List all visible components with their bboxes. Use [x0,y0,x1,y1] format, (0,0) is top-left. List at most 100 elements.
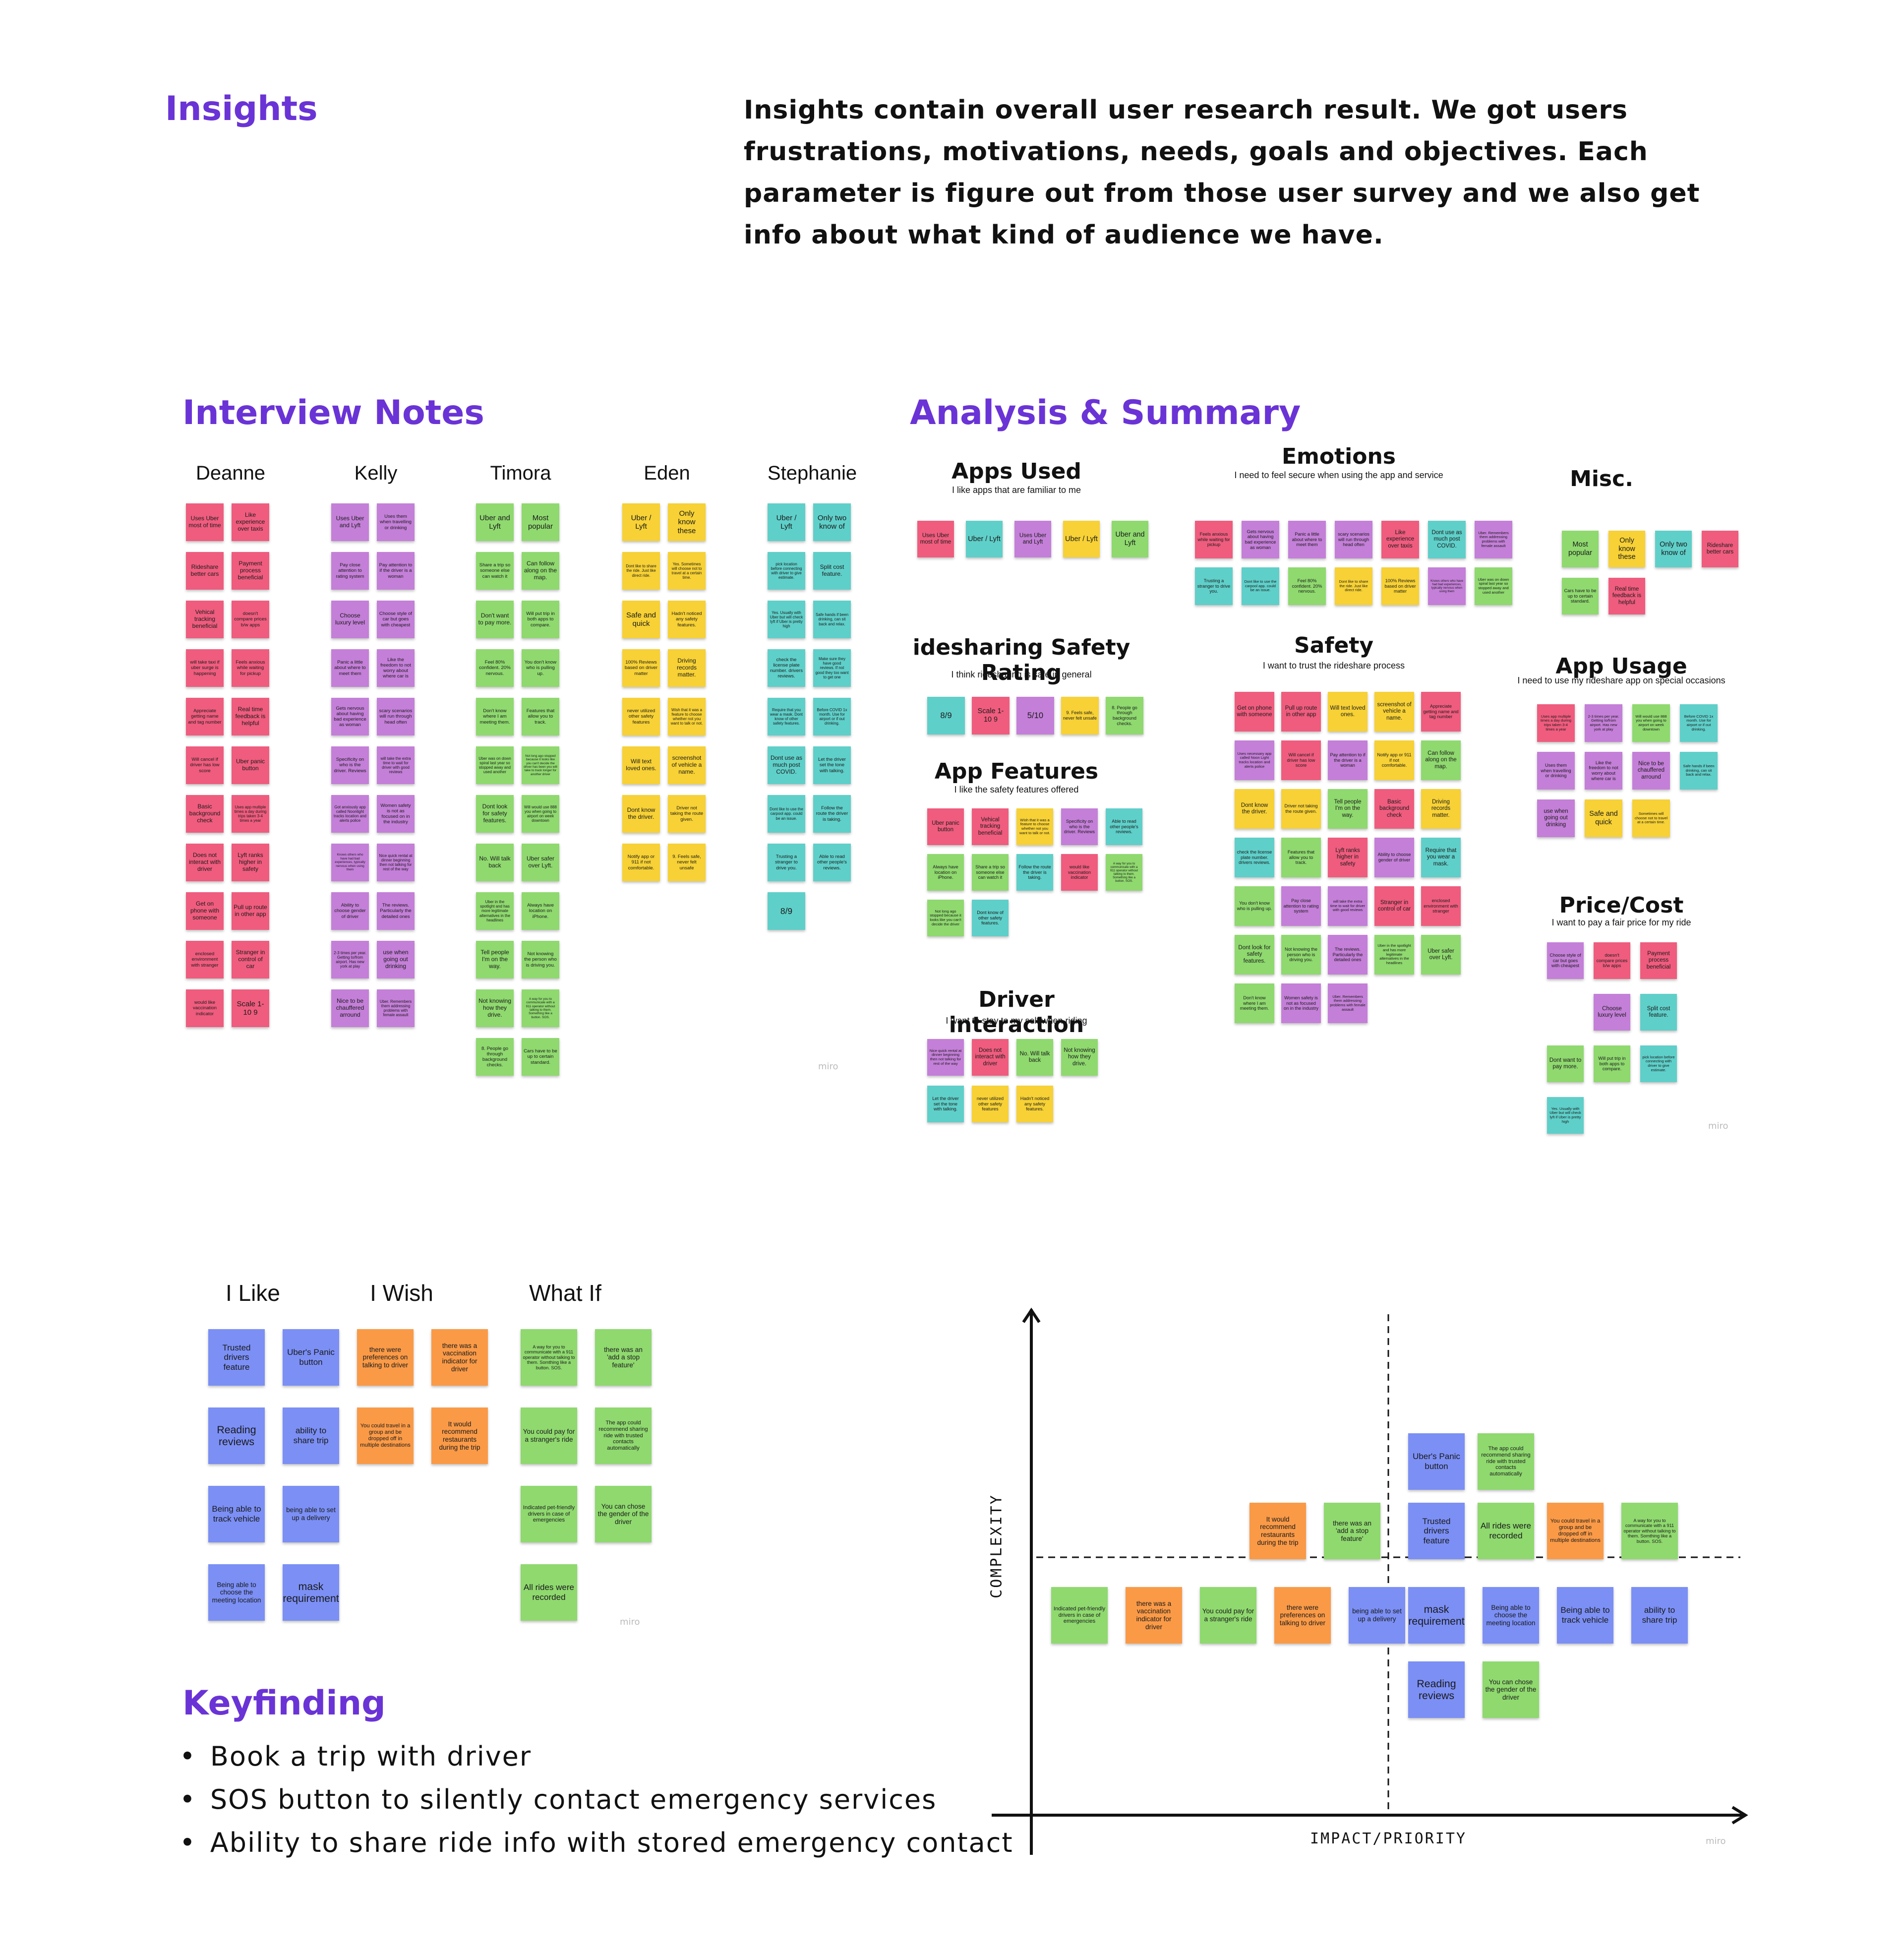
sticky-note[interactable]: scary scenarios will run through head of… [377,698,415,735]
sticky-note[interactable]: Pay close attention to rating system [1281,886,1321,926]
sticky-note[interactable]: Not knowing how they drive. [476,989,514,1027]
sticky-note[interactable]: Dont like to use the carpool app. could … [768,795,805,833]
matrix-sticky-note[interactable]: Indicated pet-friendly drivers in case o… [1051,1587,1108,1644]
sticky-note[interactable]: All rides were recorded [521,1564,577,1621]
sticky-note[interactable]: The app could recommend sharing ride wit… [595,1407,652,1464]
sticky-note[interactable]: Not long ago stopped because it looks li… [927,900,964,936]
sticky-note[interactable]: Pay attention to if the driver is a woma… [1328,740,1368,780]
sticky-note[interactable]: Got anxiously app called Noonlight track… [331,795,369,833]
matrix-sticky-note[interactable]: Trusted drivers feature [1408,1503,1465,1559]
sticky-note[interactable]: Stranger in control of car [232,941,269,978]
sticky-note[interactable]: Feels anxious while waiting for pickup [232,649,269,687]
sticky-note[interactable]: Share a trip so someone else can watch i… [972,854,1009,891]
sticky-note[interactable]: Dont want to pay more. [1547,1045,1584,1082]
sticky-note[interactable]: Dont know of other safety features. [972,900,1009,936]
sticky-note[interactable]: Appreciate getting name and tag number [186,698,224,735]
sticky-note[interactable]: Able to read other people's reviews. [1106,808,1142,845]
sticky-note[interactable]: Wish that it was a feature to choose whe… [668,698,706,735]
sticky-note[interactable]: Not long ago stopped because it looks li… [522,746,559,784]
matrix-sticky-note[interactable]: You could pay for a stranger's ride [1200,1587,1256,1644]
sticky-note[interactable]: Hadn't noticed any safety features. [668,601,706,638]
sticky-note[interactable]: Always have location on iPhone. [522,892,559,930]
sticky-note[interactable]: Payment process beneficial [232,552,269,590]
sticky-note[interactable]: Gets nervous about having bad experience… [1242,521,1279,558]
sticky-note[interactable]: Features that allow you to track. [522,698,559,735]
sticky-note[interactable]: 8. People go through background checks. [1106,697,1143,734]
matrix-sticky-note[interactable]: being able to set up a delivery [1349,1587,1405,1644]
sticky-note[interactable]: Safe and quick [1585,799,1622,837]
sticky-note[interactable]: Scale 1-10 9 [232,989,269,1027]
sticky-note[interactable]: ability to share trip [283,1407,339,1464]
sticky-note[interactable]: 9. Feels safe, never felt unsafe [1061,697,1099,734]
sticky-note[interactable]: mask requirement [283,1564,339,1621]
sticky-note[interactable]: Does not interact with driver [186,844,224,881]
sticky-note[interactable]: there was an 'add a stop feature' [595,1329,652,1386]
sticky-note[interactable]: Uber panic button [232,746,269,784]
sticky-note[interactable]: Will cancel if driver has low score [1281,740,1321,780]
sticky-note[interactable]: Uber in the spotlight and has more legit… [476,892,514,930]
sticky-note[interactable]: never utilized other safety features [972,1086,1009,1122]
sticky-note[interactable]: Nice to be chauffered arround [331,989,369,1027]
sticky-note[interactable]: You could travel in a group and be dropp… [357,1407,414,1464]
sticky-note[interactable]: will take the extra time to wait for dri… [1328,886,1368,926]
sticky-note[interactable]: Get on phone with someone [1235,692,1274,732]
sticky-note[interactable]: Pay close attention to rating system [331,552,369,590]
sticky-note[interactable]: doesn't compare prices b/w apps [232,601,269,638]
sticky-note[interactable]: Uses them when travelling or drinking [1537,752,1575,790]
sticky-note[interactable]: Real time feedback is helpful [1608,578,1645,614]
sticky-note[interactable]: Will cancel if driver has low score [186,746,224,784]
sticky-note[interactable]: Uses app multiple times a day during tri… [1537,704,1575,742]
sticky-note[interactable]: Like experience over taxis [232,503,269,541]
sticky-note[interactable]: Women safety is not as focused on in the… [1281,983,1321,1023]
sticky-note[interactable]: Safe hands if been drinking, can sit bac… [1680,752,1718,790]
matrix-sticky-note[interactable]: there was a vaccination indicator for dr… [1126,1587,1182,1644]
sticky-note[interactable]: pick location before connecting with dri… [768,552,805,590]
sticky-note[interactable]: Cars have to be up to certain standard. [1562,578,1599,614]
sticky-note[interactable]: Real time feedback is helpful [232,698,269,735]
sticky-note[interactable]: Notify app or 911 if not comfortable. [622,844,660,881]
matrix-sticky-note[interactable]: Uber's Panic button [1408,1433,1465,1490]
sticky-note[interactable]: Ability to choose gender of driver [331,892,369,930]
sticky-note[interactable]: Does not interact with driver [972,1039,1009,1076]
sticky-note[interactable]: Yes. Usually with Uber but will check ly… [1547,1097,1584,1134]
sticky-note[interactable]: Make sure they have good reviews. If not… [813,649,851,687]
sticky-note[interactable]: Rideshare better cars [1702,531,1738,567]
sticky-note[interactable]: Ability to choose gender of driver [1374,838,1414,877]
sticky-note[interactable]: Will put trip in both apps to compare. [1594,1045,1630,1082]
sticky-note[interactable]: Uses Uber and Lyft [1014,521,1051,557]
matrix-sticky-note[interactable]: ability to share trip [1631,1587,1688,1644]
sticky-note[interactable]: You don't know who is pulling up. [522,649,559,687]
matrix-sticky-note[interactable]: You could travel in a group and be dropp… [1547,1503,1604,1559]
sticky-note[interactable]: Hadn't noticed any safety features. [1016,1086,1053,1122]
sticky-note[interactable]: Only two know of [813,503,851,541]
sticky-note[interactable]: would like vaccination indicator [1061,854,1098,891]
sticky-note[interactable]: It would recommend restaurants during th… [431,1407,488,1464]
sticky-note[interactable]: Like the freedom to not worry about wher… [377,649,415,687]
sticky-note[interactable]: scary scenarios will run through head of… [1335,521,1372,558]
sticky-note[interactable]: Share a trip so someone else can watch i… [476,552,514,590]
sticky-note[interactable]: The reviews. Particularly the detailed o… [377,892,415,930]
sticky-note[interactable]: doesn't compare prices b/w apps [1594,942,1630,979]
sticky-note[interactable]: Feel 80% confident. 20% nervous. [1288,567,1326,605]
sticky-note[interactable]: A way for you to communicate with a 911 … [521,1329,577,1386]
sticky-note[interactable]: check the license plate number. drivers … [768,649,805,687]
sticky-note[interactable]: Uses app multiple times a day during tri… [232,795,269,833]
sticky-note[interactable]: Will text loved ones. [1328,692,1368,732]
sticky-note[interactable]: Split cost feature. [813,552,851,590]
sticky-note[interactable]: Cars have to be up to certain standard. [522,1038,559,1076]
sticky-note[interactable]: there was a vaccination indicator for dr… [431,1329,488,1386]
sticky-note[interactable]: Pull up route in other app [1281,692,1321,732]
sticky-note[interactable]: 2-3 times per year. Getting to/from airp… [331,941,369,978]
sticky-note[interactable]: never utilized other safety features [622,698,660,735]
sticky-note[interactable]: Don't want to pay more. [476,601,514,638]
sticky-note[interactable]: Pay attention to if the driver is a woma… [377,552,415,590]
sticky-note[interactable]: Safe and quick [622,601,660,638]
sticky-note[interactable]: Dont like to share the ride. Just like d… [1335,567,1372,605]
sticky-note[interactable]: Will put trip in both apps to compare. [522,601,559,638]
sticky-note[interactable]: Nice to be chauffered arround [1632,752,1670,790]
sticky-note[interactable]: Lyft ranks higher in safety [1328,838,1368,877]
matrix-sticky-note[interactable]: Being able to choose the meeting locatio… [1483,1587,1539,1644]
sticky-note[interactable]: Let the driver set the tone with talking… [813,746,851,784]
sticky-note[interactable]: use when going out drinking [1537,799,1575,837]
sticky-note[interactable]: pick location before connecting with dri… [1640,1045,1677,1082]
